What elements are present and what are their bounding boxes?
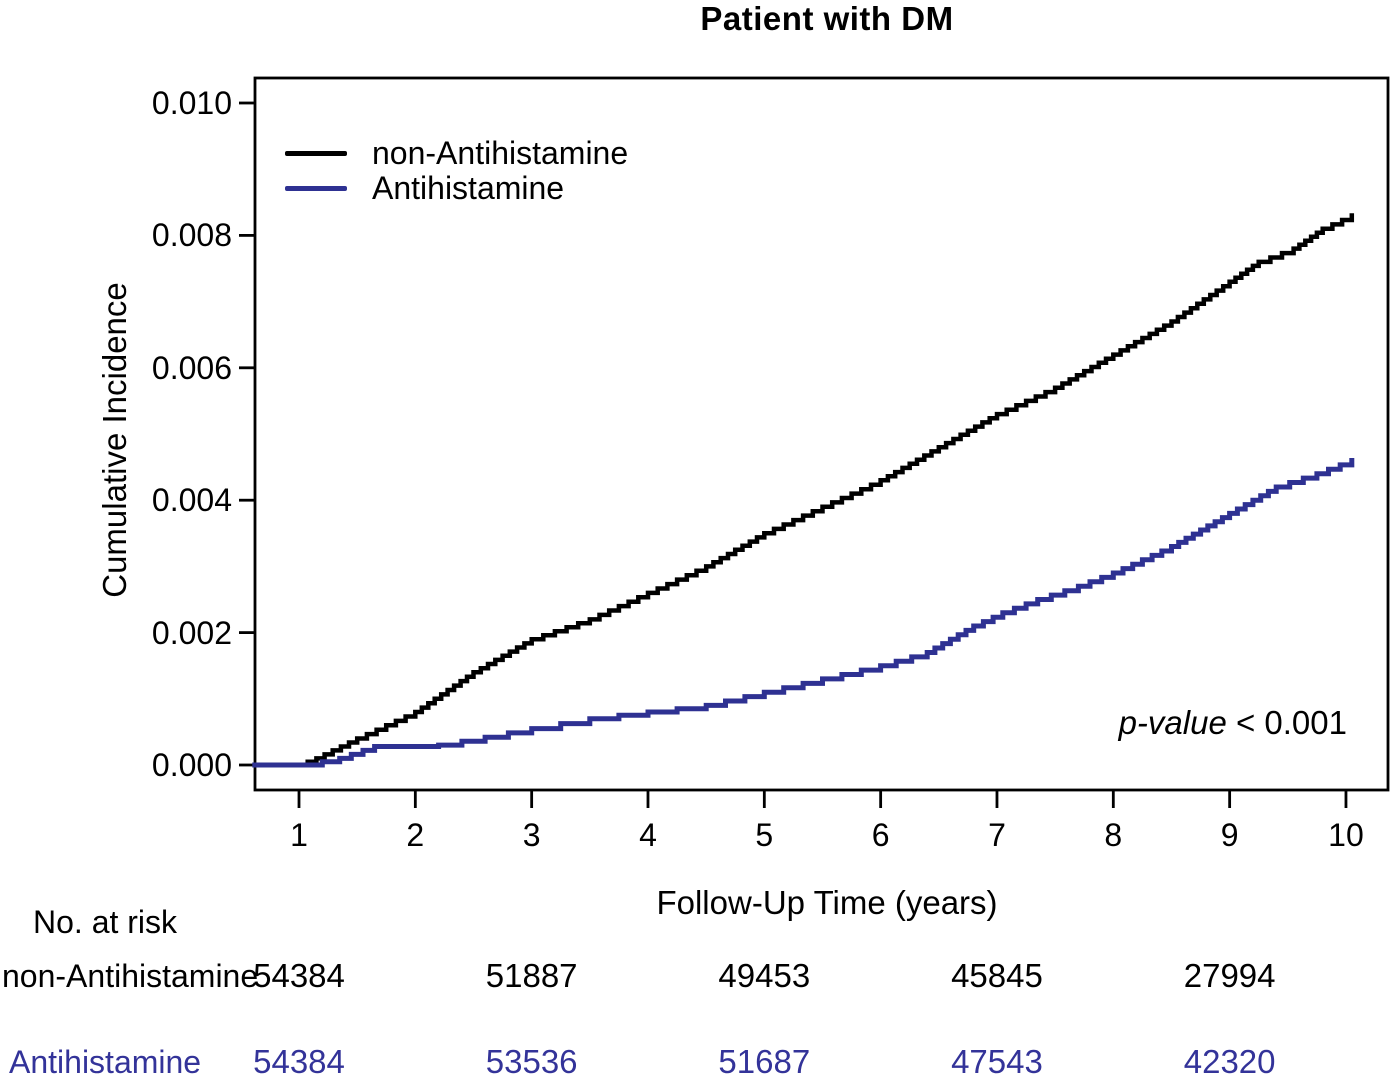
- legend-item-non-antihistamine: non-Antihistamine: [285, 135, 629, 171]
- x-tick-label: 5: [755, 817, 774, 853]
- plot-box: [253, 76, 1390, 792]
- y-tick-label: 0.008: [151, 217, 232, 254]
- curve-non-antihistamine: [252, 213, 1355, 768]
- y-tick-label: 0.000: [151, 747, 232, 783]
- x-tick-label: 2: [406, 817, 425, 853]
- x-tick-label: 7: [988, 817, 1006, 853]
- x-tick-label: 4: [639, 817, 657, 853]
- risk-value: 27994: [1183, 957, 1276, 994]
- y-tick-label: 0.004: [151, 482, 232, 519]
- p-value-rest: < 0.001: [1226, 704, 1347, 741]
- legend-line-blue: [285, 186, 347, 191]
- risk-value: 51887: [485, 957, 578, 994]
- y-tick-label: 0.006: [151, 349, 232, 386]
- x-axis-label: Follow-Up Time (years): [656, 884, 998, 921]
- x-tick-label: 8: [1104, 817, 1123, 853]
- risk-value: 51687: [718, 1043, 811, 1080]
- risk-value: 49453: [718, 957, 811, 994]
- risk-table-header: No. at risk: [33, 904, 178, 940]
- x-tick-label: 10: [1328, 817, 1364, 853]
- legend-label: non-Antihistamine: [372, 135, 629, 171]
- risk-row-label: Antihistamine: [9, 1044, 202, 1080]
- risk-row-label: non-Antihistamine: [2, 958, 259, 994]
- risk-value: 47543: [951, 1043, 1043, 1080]
- legend-line-black: [285, 151, 347, 156]
- y-tick-label: 0.010: [151, 85, 232, 121]
- risk-value: 54384: [253, 957, 345, 994]
- p-value-annotation: p-value < 0.001: [1119, 704, 1347, 742]
- curve-antihistamine: [252, 458, 1355, 768]
- risk-value: 42320: [1183, 1043, 1276, 1080]
- legend-item-antihistamine: Antihistamine: [285, 170, 628, 206]
- risk-value: 53536: [485, 1043, 578, 1080]
- p-value-italic: p-value: [1118, 704, 1227, 741]
- y-axis-label: Cumulative Incidence: [96, 282, 133, 598]
- y-tick-label: 0.002: [151, 614, 232, 651]
- x-tick-label: 9: [1220, 817, 1239, 853]
- x-tick-label: 3: [522, 817, 541, 853]
- chart-title: Patient with DM: [700, 0, 954, 37]
- legend: non-Antihistamine Antihistamine: [285, 135, 629, 206]
- x-tick-label: 1: [290, 817, 308, 853]
- risk-value: 54384: [253, 1043, 345, 1080]
- x-tick-label: 6: [871, 817, 890, 853]
- risk-value: 45845: [951, 957, 1043, 994]
- legend-label: Antihistamine: [372, 170, 565, 206]
